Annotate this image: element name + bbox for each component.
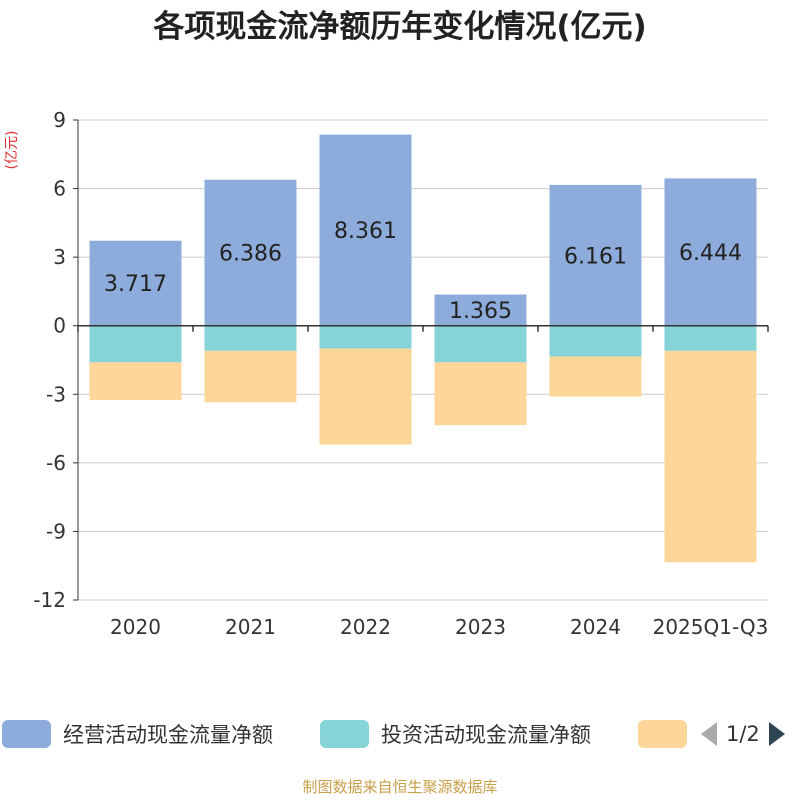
x-tick-label: 2024 [570,615,621,639]
bar-investing-2021[interactable] [204,325,297,351]
legend-swatch-financing [638,720,687,748]
bar-series [89,134,757,563]
y-tick-label: 0 [53,314,66,338]
bar-financing-2020[interactable] [89,362,182,400]
data-label-2024: 6.161 [564,244,627,269]
y-tick-label: -12 [33,588,66,612]
footer-source: 制图数据来自恒生聚源数据库 [302,778,498,796]
legend-item-operating[interactable]: 经营活动现金流量净额 [2,718,273,750]
bar-financing-2023[interactable] [434,362,527,426]
bar-operating-2021[interactable] [204,179,297,326]
bar-operating-2020[interactable] [89,240,182,326]
legend-pager: 1/2 [700,718,786,750]
bar-operating-2023[interactable] [434,294,527,326]
prev-page-icon[interactable] [700,721,718,747]
bar-financing-2024[interactable] [549,356,642,397]
tick-labels: 9 6 3 0 -3 -6 -9 -12 3.717 2020 6.386 2021 8.361 2022… [33,108,768,639]
x-tick-label: 2022 [340,615,391,639]
data-label-2023: 1.365 [449,299,512,324]
legend-page-indicator: 1/2 [726,722,760,746]
chart-title: 各项现金流净额历年变化情况(亿元) [153,9,647,45]
bar-operating-2024[interactable] [549,184,642,326]
legend-swatch-operating [2,720,51,748]
bar-investing-2023[interactable] [434,325,527,363]
x-tick-label: 2021 [225,615,276,639]
bar-operating-2025Q1-Q3[interactable] [664,178,757,326]
y-tick-label: -3 [46,382,66,406]
bar-financing-2025Q1-Q3[interactable] [664,350,757,563]
bar-investing-2020[interactable] [89,325,182,363]
y-axis-label: (亿元) [4,131,20,170]
data-label-2025Q1-Q3: 6.444 [679,241,742,266]
bar-investing-2025Q1-Q3[interactable] [664,325,757,351]
y-tick-label: 3 [53,245,66,269]
stacked-bar-chart: 9 6 3 0 -3 -6 -9 -12 3.717 2020 6.386 2021 8.361 2022… [4,108,769,639]
data-label-2022: 8.361 [334,219,397,244]
gridlines [78,119,768,601]
y-tick-label: 6 [53,177,66,201]
legend-swatch-investing [320,720,369,748]
bar-investing-2022[interactable] [319,325,412,349]
x-tick-label: 2023 [455,615,506,639]
legend: 经营活动现金流量净额 投资活动现金流量净额 1/2 [0,712,800,756]
legend-label-operating: 经营活动现金流量净额 [63,723,273,747]
legend-label-investing: 投资活动现金流量净额 [381,723,591,747]
next-page-icon[interactable] [768,721,786,747]
y-tick-label: 9 [53,108,66,132]
legend-item-financing[interactable] [638,718,699,750]
bar-investing-2024[interactable] [549,325,642,357]
y-tick-label: -6 [46,451,66,475]
bar-operating-2022[interactable] [319,134,412,326]
legend-item-investing[interactable]: 投资活动现金流量净额 [320,718,591,750]
bar-financing-2022[interactable] [319,348,412,445]
axes [73,119,769,601]
x-tick-label: 2025Q1-Q3 [653,615,769,639]
data-label-2021: 6.386 [219,242,282,267]
y-tick-label: -9 [46,519,66,543]
data-label-2020: 3.717 [104,272,167,297]
x-tick-label: 2020 [110,615,161,639]
bar-financing-2021[interactable] [204,350,297,403]
